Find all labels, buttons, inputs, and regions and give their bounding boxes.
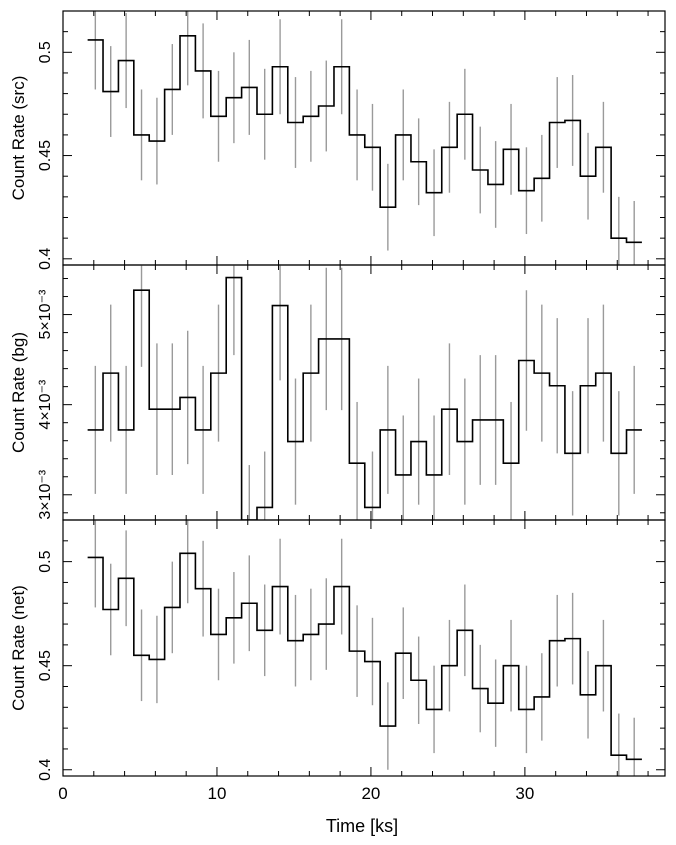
y-axis-label: Count Rate (src) bbox=[9, 76, 28, 201]
y-axis-label: Count Rate (net) bbox=[9, 585, 28, 711]
y-tick-label: 0.4 bbox=[37, 248, 54, 270]
y-tick-label: 0.45 bbox=[37, 650, 54, 681]
x-tick-label: 10 bbox=[208, 784, 227, 803]
y-tick-label: 0.45 bbox=[37, 140, 54, 171]
panel-2: 3×10⁻³ 4×10⁻³ 5×10⁻³ Count Rate (bg) bbox=[9, 264, 666, 521]
plot-frame bbox=[62, 519, 666, 777]
y-tick-label: 0.5 bbox=[37, 550, 54, 572]
step-line bbox=[87, 276, 642, 520]
x-axis-label: Time [ks] bbox=[326, 816, 398, 836]
y-tick-label: 0.4 bbox=[37, 759, 54, 781]
x-tick-label: 30 bbox=[515, 784, 534, 803]
step-line bbox=[87, 34, 642, 244]
y-tick-label: 3×10⁻³ bbox=[37, 469, 54, 519]
step-line bbox=[87, 552, 642, 761]
y-axis-label: Count Rate (bg) bbox=[9, 332, 28, 453]
x-tick-label: 20 bbox=[361, 784, 380, 803]
x-tick-label: 0 bbox=[58, 784, 67, 803]
y-tick-label: 5×10⁻³ bbox=[37, 289, 54, 339]
y-tick-label: 0.5 bbox=[37, 41, 54, 63]
y-tick-label: 4×10⁻³ bbox=[37, 379, 54, 429]
panel-1: 0.4 0.45 0.5 Count Rate (src) bbox=[9, 10, 666, 270]
panel-3: 0.4 0.45 0.5 Count Rate (net) 0 10 20 30 bbox=[9, 519, 666, 803]
